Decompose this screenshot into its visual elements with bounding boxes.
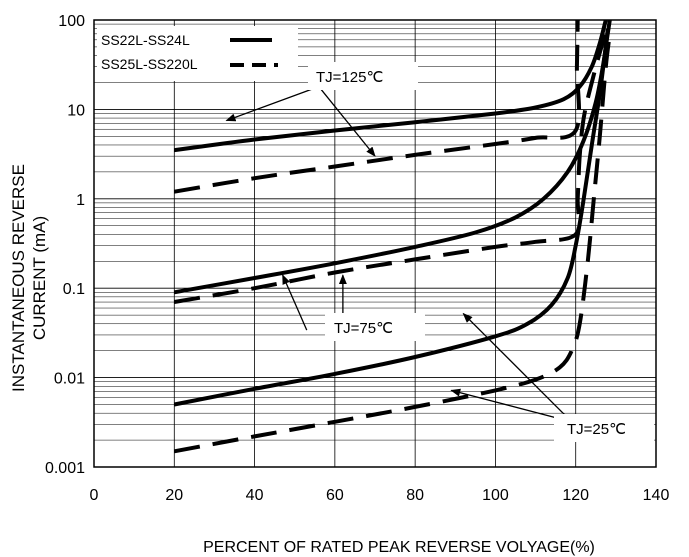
y-axis-label-line2: CURRENT (mA) <box>30 216 49 340</box>
annotation-arrow <box>225 85 320 122</box>
annotation-box-25 <box>554 414 654 442</box>
x-tick-label: 100 <box>482 487 509 504</box>
series-line <box>173 20 582 194</box>
series-line <box>173 32 612 304</box>
y-tick-label: 100 <box>58 13 85 30</box>
series-line <box>174 20 608 153</box>
x-tick-label: 20 <box>165 487 183 504</box>
y-axis-label-line1: INSTANTANEOUS REVERSE <box>9 164 28 392</box>
series-line <box>173 28 610 295</box>
y-tick-label: 0.001 <box>45 460 85 477</box>
annotation-tj-75: TJ=75℃ <box>334 320 393 337</box>
y-tick-label: 0.1 <box>63 281 85 298</box>
annotation-arrow <box>318 86 376 157</box>
annotation-arrow <box>462 312 573 423</box>
series-line <box>173 33 612 454</box>
annotation-tj-25: TJ=25℃ <box>567 421 626 438</box>
x-tick-label: 140 <box>643 487 670 504</box>
annotation-arrows <box>225 85 573 423</box>
series-lines <box>173 20 612 454</box>
x-tick-label: 120 <box>562 487 589 504</box>
x-tick-label: 80 <box>406 487 424 504</box>
x-tick-labels: 0 20 40 60 80 100 120 140 <box>90 487 670 504</box>
series-line <box>173 20 612 407</box>
x-tick-label: 0 <box>90 487 99 504</box>
plot-frame <box>93 19 657 468</box>
legend-label-dashed: SS25L-SS220L <box>101 56 198 72</box>
x-axis-label: PERCENT OF RATED PEAK REVERSE VOLYAGE(%) <box>203 539 595 556</box>
annotation-box-75 <box>325 313 425 341</box>
y-tick-labels: 0.001 0.01 0.1 1 10 100 <box>45 13 85 477</box>
y-tick-label: 1 <box>76 192 85 209</box>
annotation-tj-125: TJ=125℃ <box>316 69 383 86</box>
y-tick-label: 0.01 <box>54 371 85 388</box>
legend-label-solid: SS22L-SS24L <box>101 32 190 48</box>
x-tick-label: 60 <box>326 487 344 504</box>
y-tick-label: 10 <box>67 102 85 119</box>
annotation-box-125 <box>308 62 418 90</box>
annotation-arrow <box>450 388 572 423</box>
legend-box <box>97 26 298 81</box>
x-tick-label: 40 <box>246 487 264 504</box>
annotation-arrow <box>282 274 308 331</box>
